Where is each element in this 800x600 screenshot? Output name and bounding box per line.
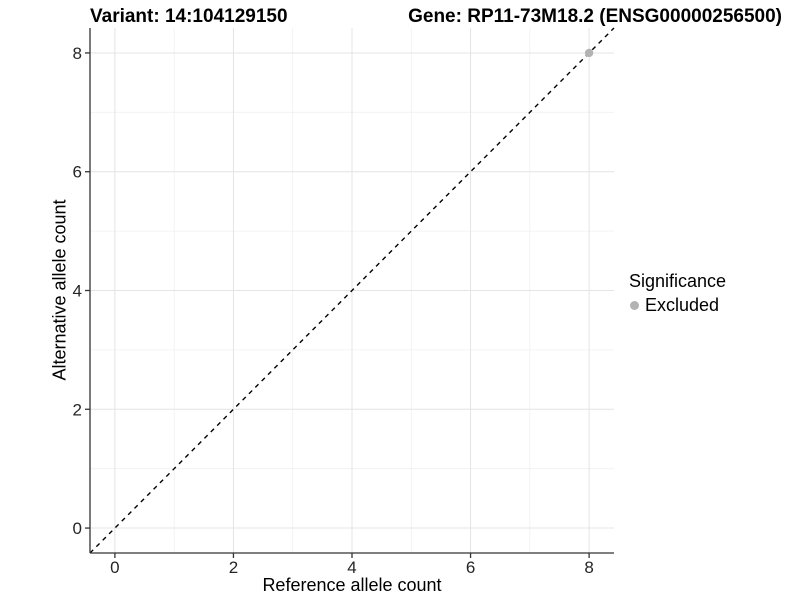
legend-point-icon <box>630 301 639 310</box>
x-axis-title: Reference allele count <box>262 575 442 595</box>
data-point-excluded <box>584 48 594 58</box>
legend: Significance Excluded <box>629 271 726 316</box>
legend-title: Significance <box>629 271 727 291</box>
y-tick-label: 4 <box>73 282 82 301</box>
x-tick-label: 6 <box>466 558 475 577</box>
legend-item-label: Excluded <box>645 295 720 315</box>
y-tick-label: 2 <box>73 400 82 419</box>
y-tick-label: 0 <box>73 519 82 538</box>
x-tick-label: 0 <box>110 558 119 577</box>
x-tick-label: 2 <box>229 558 238 577</box>
y-axis-title: Alternative allele count <box>49 199 70 381</box>
x-tick-label: 8 <box>584 558 593 577</box>
y-tick-label: 6 <box>73 163 82 182</box>
x-tick-label: 4 <box>347 558 356 577</box>
plot-title-variant: Variant: 14:104129150 <box>90 6 288 27</box>
y-tick-label: 8 <box>73 44 82 63</box>
identity-dashed-line <box>89 27 615 554</box>
legend-item-excluded: Excluded <box>629 295 726 316</box>
plot-title-gene: Gene: RP11-73M18.2 (ENSG00000256500) <box>408 6 782 27</box>
